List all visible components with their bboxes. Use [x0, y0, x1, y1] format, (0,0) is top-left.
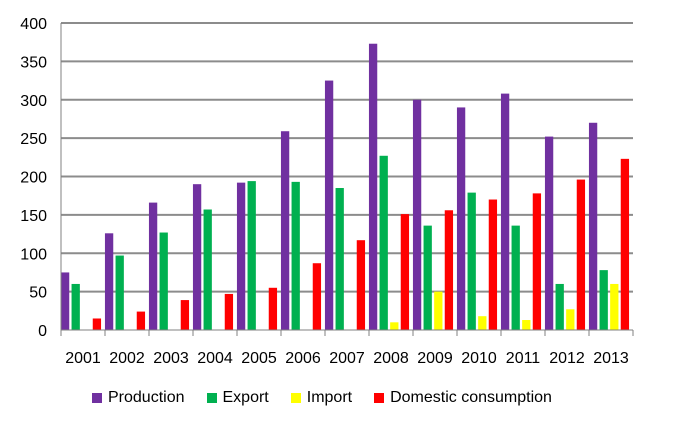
- bar-export-2003: [159, 232, 168, 330]
- legend-label: Production: [108, 389, 185, 406]
- bar-export-2004: [203, 209, 212, 330]
- bar-domestic-consumption-2012: [576, 179, 586, 330]
- bar-export-2011: [511, 225, 520, 330]
- bar-production-2010: [456, 107, 466, 331]
- x-tick-label: 2010: [461, 350, 497, 367]
- legend: Production Export Import Domestic consumpti…: [92, 389, 574, 407]
- bar-import-2010: [478, 316, 487, 330]
- bar-domestic-consumption-2011: [532, 193, 542, 330]
- bar-export-2012: [555, 283, 564, 330]
- y-tick-label: 100: [20, 246, 47, 263]
- y-tick-label: 0: [38, 323, 47, 340]
- x-tick-label: 2003: [153, 350, 189, 367]
- bar-production-2009: [412, 99, 422, 330]
- x-tick-label: 2008: [373, 350, 409, 367]
- bar-production-2006: [280, 131, 290, 330]
- x-tick-label: 2013: [593, 350, 629, 367]
- bar-domestic-consumption-2001: [92, 318, 102, 330]
- x-tick-label: 2005: [241, 350, 277, 367]
- bar-domestic-consumption-2006: [312, 263, 322, 330]
- y-tick-label: 350: [20, 54, 47, 71]
- y-tick-label: 200: [20, 170, 47, 187]
- x-tick-label: 2012: [549, 350, 585, 367]
- bar-import-2011: [522, 320, 531, 330]
- legend-item: Export: [206, 389, 269, 407]
- bar-export-2013: [599, 270, 608, 330]
- bar-production-2001: [60, 272, 70, 330]
- legend-swatch: [374, 393, 385, 403]
- y-tick-label: 250: [20, 131, 47, 148]
- bar-import-2008: [390, 322, 399, 330]
- bar-production-2008: [368, 43, 378, 330]
- bar-production-2003: [148, 202, 158, 330]
- bar-domestic-consumption-2009: [444, 210, 454, 330]
- bar-production-2004: [192, 184, 202, 330]
- bar-domestic-consumption-2005: [268, 287, 278, 330]
- bar-export-2002: [115, 255, 124, 330]
- bars: [60, 43, 630, 331]
- bar-domestic-consumption-2002: [136, 311, 146, 330]
- bar-domestic-consumption-2008: [400, 214, 410, 330]
- x-tick-label: 2002: [109, 350, 145, 367]
- legend-item: Production: [92, 389, 185, 407]
- legend-swatch: [290, 393, 301, 403]
- x-tick-label: 2007: [329, 350, 365, 367]
- y-tick-label: 300: [20, 93, 47, 110]
- legend-item: Domestic consumption: [374, 389, 552, 407]
- x-tick-label: 2009: [417, 350, 453, 367]
- bar-export-2010: [467, 192, 476, 330]
- bar-export-2005: [247, 181, 256, 330]
- legend-swatch: [92, 393, 102, 403]
- bar-domestic-consumption-2013: [620, 158, 630, 330]
- x-tick-label: 2006: [285, 350, 321, 367]
- bar-export-2009: [423, 225, 432, 330]
- bar-export-2008: [379, 155, 388, 330]
- bar-production-2012: [544, 136, 554, 330]
- y-tick-label: 150: [20, 208, 47, 225]
- bar-import-2013: [610, 283, 619, 330]
- legend-item: Import: [290, 389, 353, 407]
- bar-export-2001: [71, 283, 80, 330]
- bar-export-2007: [335, 188, 344, 330]
- bar-production-2007: [324, 80, 334, 330]
- y-tick-label: 400: [20, 16, 47, 33]
- x-tick-label: 2011: [506, 350, 541, 367]
- x-tick-label: 2001: [65, 350, 101, 367]
- y-axis-ticks: 0 50 100 150 200 250 300 350 400: [20, 16, 47, 340]
- bar-domestic-consumption-2007: [356, 240, 366, 330]
- bar-import-2009: [434, 291, 443, 331]
- bar-domestic-consumption-2003: [180, 300, 190, 330]
- x-axis-ticks: 2001 2002 2003 2004 2005 2006 2007 2008 2009 2010…: [60, 330, 634, 367]
- bar-production-2002: [104, 233, 114, 330]
- bar-production-2005: [236, 182, 246, 330]
- legend-label: Export: [222, 389, 269, 406]
- bar-production-2011: [500, 93, 510, 330]
- y-tick-label: 50: [29, 285, 47, 302]
- bar-domestic-consumption-2004: [224, 293, 234, 330]
- bar-import-2012: [566, 309, 575, 330]
- bar-domestic-consumption-2010: [488, 199, 498, 330]
- legend-swatch: [206, 393, 217, 403]
- bar-export-2006: [291, 181, 300, 330]
- legend-label: Import: [306, 389, 353, 406]
- x-tick-label: 2004: [197, 350, 233, 367]
- legend-label: Domestic consumption: [390, 389, 552, 406]
- bar-production-2013: [588, 122, 598, 331]
